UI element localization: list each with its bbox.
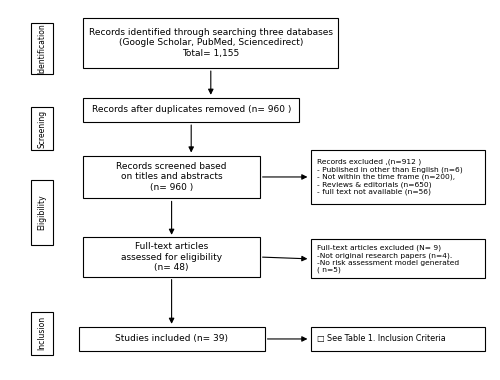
FancyBboxPatch shape [84, 238, 260, 277]
Text: Records identified through searching three databases
(Google Scholar, PubMed, Sc: Records identified through searching thr… [89, 28, 333, 58]
FancyBboxPatch shape [30, 312, 53, 355]
Text: Full-text articles
assessed for eligibility
(n= 48): Full-text articles assessed for eligibil… [121, 242, 222, 272]
Text: Screening: Screening [37, 109, 46, 147]
FancyBboxPatch shape [311, 327, 485, 351]
Text: Identification: Identification [37, 23, 46, 74]
Text: Records after duplicates removed (n= 960 ): Records after duplicates removed (n= 960… [92, 105, 291, 114]
FancyBboxPatch shape [30, 23, 53, 74]
Text: Records excluded ,(n=912 )
- Published in other than English (n=6)
- Not within : Records excluded ,(n=912 ) - Published i… [317, 159, 463, 195]
Text: Eligibility: Eligibility [37, 195, 46, 230]
FancyBboxPatch shape [30, 107, 53, 150]
Text: Studies included (n= 39): Studies included (n= 39) [115, 334, 228, 344]
FancyBboxPatch shape [311, 150, 485, 204]
FancyBboxPatch shape [311, 239, 485, 279]
FancyBboxPatch shape [84, 98, 299, 122]
FancyBboxPatch shape [78, 327, 264, 351]
Text: □ See Table 1. Inclusion Criteria: □ See Table 1. Inclusion Criteria [317, 334, 446, 344]
FancyBboxPatch shape [84, 155, 260, 198]
FancyBboxPatch shape [30, 180, 53, 245]
Text: Full-text articles excluded (N= 9)
-Not original research papers (n=4).
-No risk: Full-text articles excluded (N= 9) -Not … [317, 245, 460, 273]
Text: Inclusion: Inclusion [37, 316, 46, 350]
FancyBboxPatch shape [84, 18, 338, 68]
Text: Records screened based
on titles and abstracts
(n= 960 ): Records screened based on titles and abs… [116, 162, 227, 192]
